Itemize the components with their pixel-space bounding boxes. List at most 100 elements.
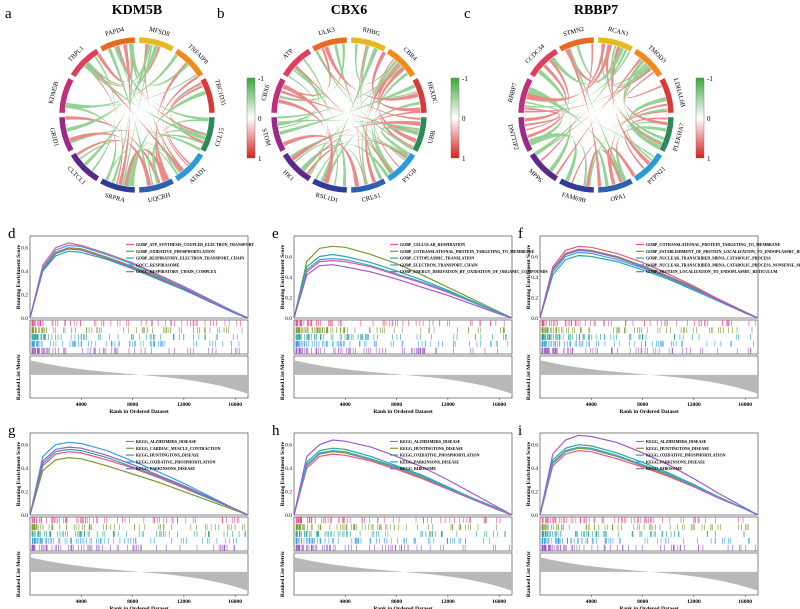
chord-arc-segment — [70, 48, 100, 78]
x-tick-label: 8000 — [127, 599, 138, 605]
es-series-line — [539, 245, 759, 319]
chord-arc-segment — [99, 177, 136, 194]
chord-link — [371, 59, 398, 175]
metric-y-label: Ranked List Metric — [280, 550, 286, 597]
es-series-line — [539, 251, 759, 319]
chord-link — [294, 143, 339, 186]
gene-label: RCAN1 — [607, 26, 629, 38]
legend-entry: KEGG_RIBOSOME — [646, 466, 682, 471]
chord-link — [278, 99, 334, 185]
chord-link — [528, 133, 587, 187]
chord-arc-segment — [199, 116, 216, 153]
es-series-line — [293, 447, 513, 516]
gene-label: GRID1 — [48, 127, 60, 147]
chord-arc-segment — [597, 177, 634, 194]
gene-label: CRLS1 — [361, 192, 382, 204]
gene-label: OPA1 — [610, 193, 627, 204]
es-y-tick: 0.0 — [21, 316, 28, 322]
hit-barcode — [539, 319, 759, 355]
x-tick-label: 16000 — [738, 402, 752, 408]
chord-link — [111, 43, 133, 184]
panel-label: c — [464, 6, 471, 22]
colorbar-gradient — [695, 77, 705, 159]
chord-link — [277, 119, 420, 132]
x-tick-label: 8000 — [637, 402, 648, 408]
legend-entry: KEGG_HUNTINGTONS_DISEASE — [136, 453, 199, 458]
es-series-line — [539, 449, 759, 516]
chord-arc-segment — [99, 36, 136, 53]
chord-arc-segment — [174, 152, 204, 182]
legend-entry: KEGG_CARDIAC_MUSCLE_CONTRACTION — [136, 446, 221, 451]
chord-arc-segment — [633, 152, 663, 182]
chord-link — [373, 72, 409, 173]
chord-arc-segment — [282, 152, 312, 182]
es-y-tick: 0.4 — [531, 466, 538, 472]
chord-link — [282, 134, 360, 187]
chord-link — [565, 48, 602, 187]
es-y-label: Running Enrichment Score — [526, 244, 532, 309]
chord-arc-segment — [658, 77, 675, 114]
x-axis-label: Rank in Ordered Dataset — [109, 606, 168, 609]
es-series-line — [29, 448, 249, 516]
es-y-tick: 0.6 — [285, 255, 292, 261]
ranked-metric: Ranked List Metric 4000 8000 12000 16000 Rank… — [526, 550, 759, 609]
es-y-label: Running Enrichment Score — [280, 441, 286, 506]
es-series-line — [29, 441, 249, 516]
gene-label: DNTTIP2 — [506, 124, 520, 151]
es-series-line — [293, 439, 513, 516]
chord-arc-segment — [174, 48, 204, 78]
legend: KEGG_ALZHEIMERS_DISEASE KEGG_HUNTINGTONS_… — [636, 439, 726, 471]
legend-entry: GOBP_ESTABLISHMENT_OF_PROTEIN_LOCALIZATI… — [646, 249, 800, 254]
chord-links — [524, 43, 668, 187]
ranked-metric: Ranked List Metric 4000 8000 12000 16000 Rank… — [280, 353, 513, 415]
hits-axes — [539, 516, 759, 552]
es-y-label: Running Enrichment Score — [526, 441, 532, 506]
chord-arc-segment — [270, 116, 287, 153]
colorbar-top-label: -1 — [462, 75, 468, 83]
x-tick-label: 8000 — [391, 402, 402, 408]
chord-arc-segment — [350, 36, 387, 53]
chord-arc-segment — [411, 77, 428, 114]
colorbar: -1 0 1 — [246, 75, 264, 163]
es-y-tick: 0.4 — [531, 275, 538, 281]
panel-label: g — [8, 423, 16, 439]
legend-entry: GOBP_COTRANSLATIONAL_PROTEIN_TARGETING_T… — [400, 249, 535, 254]
colorbar-gradient — [246, 77, 256, 159]
metric-area — [294, 360, 512, 394]
x-tick-label: 4000 — [586, 599, 597, 605]
es-y-tick: 0.4 — [21, 466, 28, 472]
colorbar: -1 0 1 — [450, 75, 468, 163]
es-series-line — [293, 257, 513, 319]
es-y-tick: 0.6 — [531, 255, 538, 261]
gene-label: RBBP7 — [507, 82, 519, 104]
colorbar-top-label: -1 — [707, 75, 713, 83]
chord-link — [170, 82, 206, 140]
x-axis-label: Rank in Ordered Dataset — [619, 409, 678, 415]
legend-entry: KEGG_ALZHEIMERS_DISEASE — [400, 439, 461, 444]
legend: GOBP_COTRANSLATIONAL_PROTEIN_TARGETING_T… — [636, 242, 800, 274]
es-y-tick: 0.0 — [21, 513, 28, 519]
chord-link — [550, 47, 625, 85]
legend-entry: KEGG_ALZHEIMERS_DISEASE — [646, 439, 707, 444]
legend-entry: GOBP_RESPIRATORY_ELECTRON_TRANSPORT_CHAI… — [136, 256, 244, 261]
legend: KEGG_ALZHEIMERS_DISEASE KEGG_HUNTINGTONS_… — [390, 439, 480, 471]
chord-link — [68, 132, 152, 187]
chord-arc-segment — [597, 36, 634, 53]
x-tick-label: 4000 — [340, 599, 351, 605]
colorbar-top-label: -1 — [258, 75, 264, 83]
colorbar-mid-label: 0 — [462, 115, 466, 123]
es-series-line — [29, 244, 249, 319]
chord-link — [537, 69, 571, 173]
x-tick-label: 4000 — [340, 402, 351, 408]
chord-link — [129, 90, 207, 187]
legend-entry: GOBP_CELLULAR_RESPIRATION — [400, 242, 465, 247]
es-series-line — [539, 446, 759, 516]
chord-link — [65, 53, 178, 109]
es-y-tick: 0.2 — [285, 490, 292, 496]
es-series-line — [293, 449, 513, 516]
gene-label: UQCRH — [147, 192, 171, 205]
es-y-label: Running Enrichment Score — [280, 244, 286, 309]
